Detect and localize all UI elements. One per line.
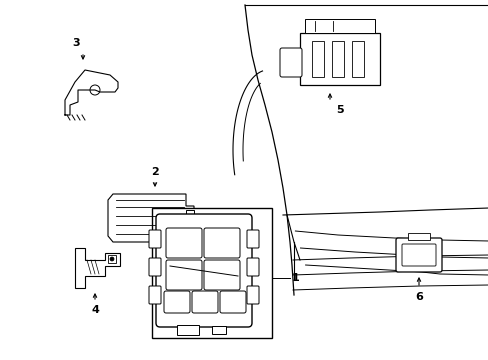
Bar [152,208,271,338]
FancyBboxPatch shape [395,238,441,272]
Polygon shape [65,70,118,115]
FancyBboxPatch shape [149,258,161,276]
Bar [299,33,379,85]
FancyBboxPatch shape [149,286,161,304]
Bar [177,325,199,335]
FancyBboxPatch shape [220,291,245,313]
Text: 6: 6 [414,292,422,302]
Polygon shape [75,248,120,288]
Bar [212,326,225,334]
Text: 5: 5 [336,105,343,115]
FancyBboxPatch shape [156,214,251,327]
Text: 3: 3 [72,38,80,48]
FancyBboxPatch shape [165,260,202,290]
FancyBboxPatch shape [192,291,218,313]
Bar [331,41,343,77]
FancyBboxPatch shape [246,230,259,248]
Bar [407,233,429,240]
FancyBboxPatch shape [246,286,259,304]
Bar [185,210,194,226]
Circle shape [110,257,114,261]
FancyBboxPatch shape [246,258,259,276]
Text: 2: 2 [151,167,159,177]
Polygon shape [108,194,194,242]
Bar [305,19,374,33]
Bar [351,41,363,77]
FancyBboxPatch shape [163,291,190,313]
Text: 4: 4 [91,305,99,315]
FancyBboxPatch shape [203,228,240,258]
FancyBboxPatch shape [280,48,302,77]
FancyBboxPatch shape [165,228,202,258]
FancyBboxPatch shape [203,260,240,290]
Bar [311,41,324,77]
FancyBboxPatch shape [401,244,435,266]
FancyBboxPatch shape [149,230,161,248]
Text: 1: 1 [291,273,299,283]
Bar [108,255,116,263]
